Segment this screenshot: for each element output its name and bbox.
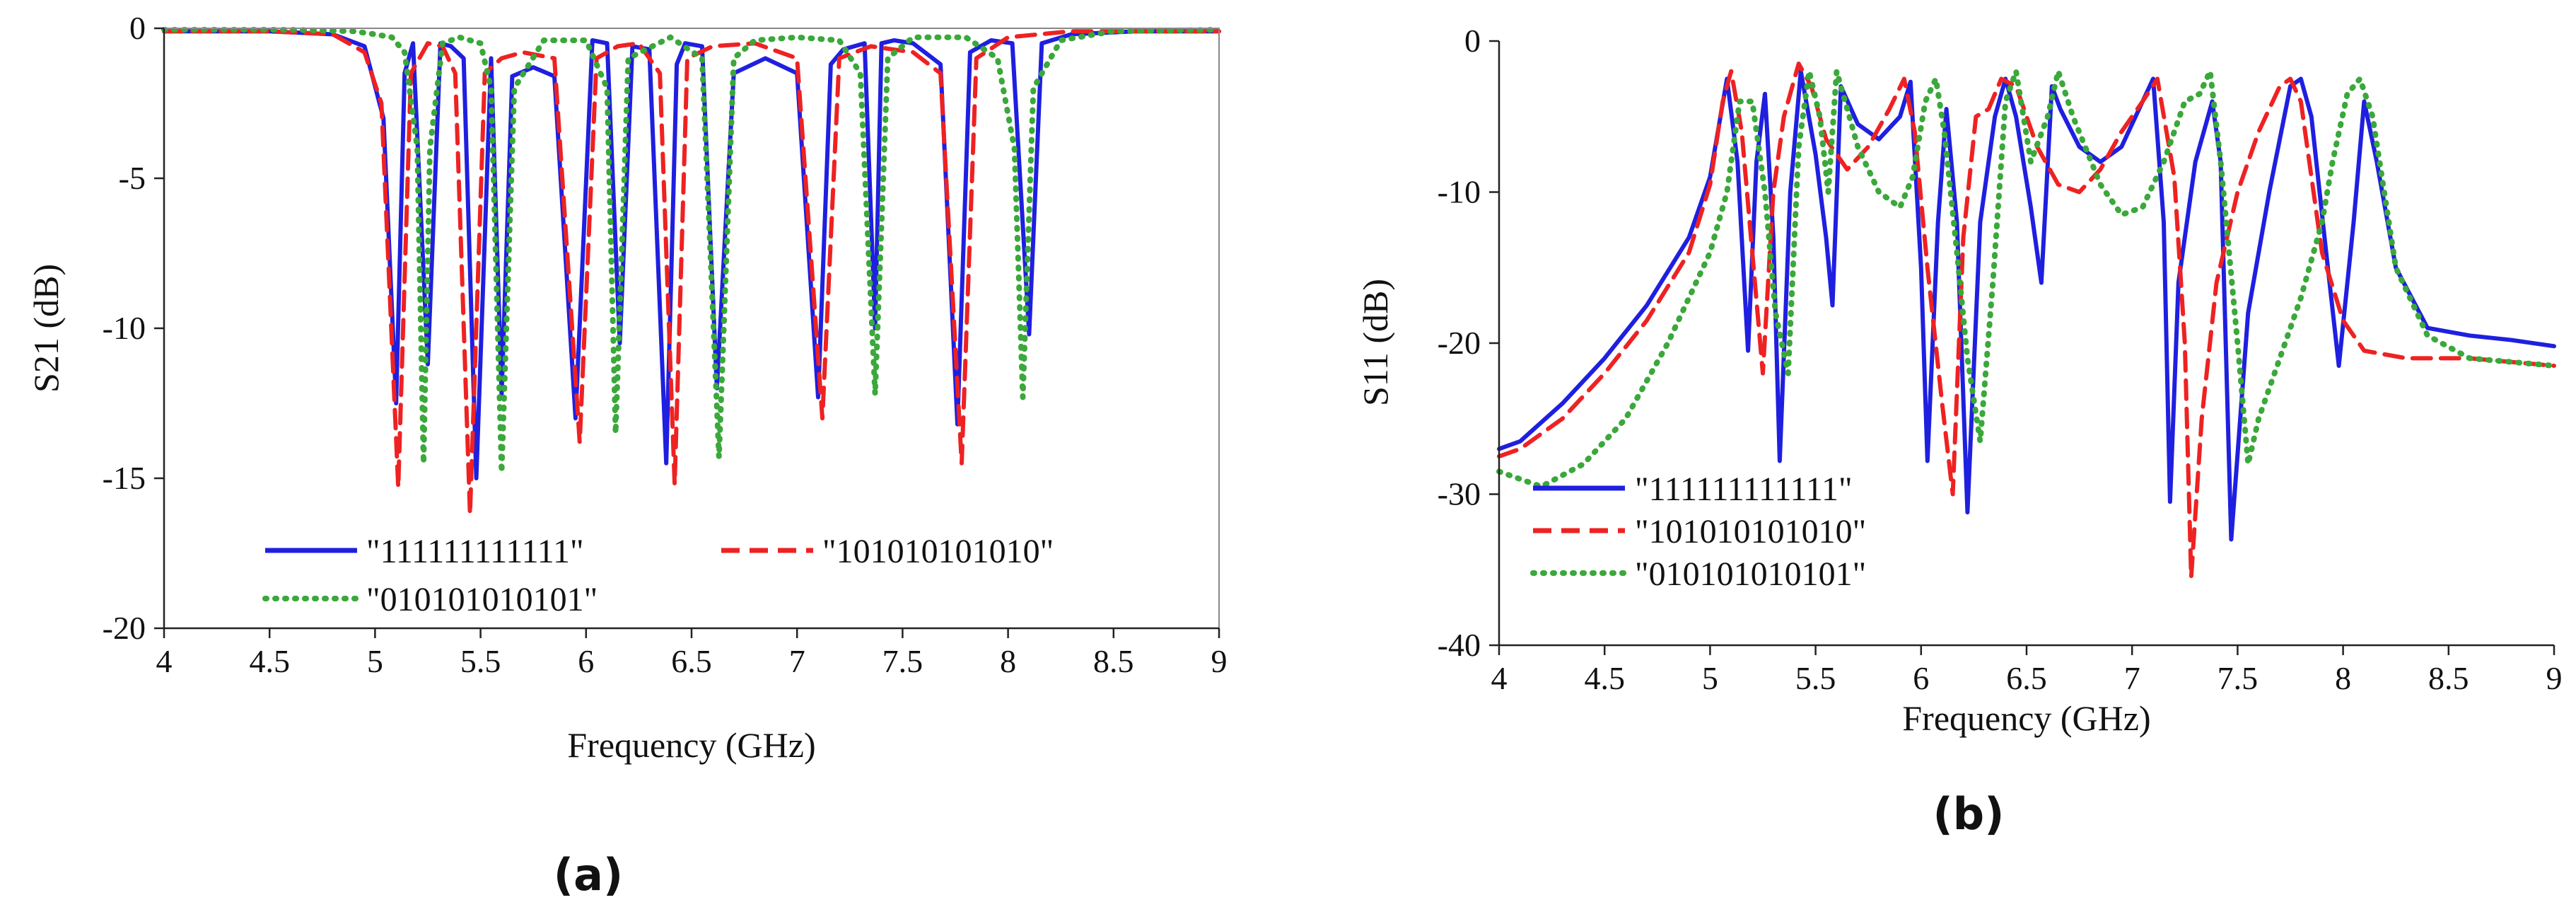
y-tick-label-a: -15 <box>103 460 146 496</box>
x-tick-label-a: 5.5 <box>460 643 501 679</box>
legend-a-label-1: "111111111111" <box>366 533 584 570</box>
s11-series-group <box>1496 62 2557 579</box>
x-tick-label-b: 6.5 <box>2006 660 2047 696</box>
x-tick-label-b: 7 <box>2124 660 2140 696</box>
x-tick-label-a: 4.5 <box>249 643 290 679</box>
x-tick-label-b: 9 <box>2546 660 2563 696</box>
x-tick-label-b: 5.5 <box>1795 660 1836 696</box>
x-tick-label-b: 8 <box>2335 660 2351 696</box>
x-tick-label-a: 4 <box>156 643 173 679</box>
legend-a: "111111111111" "101010101010" "010101010… <box>262 533 1054 618</box>
x-tick-label-a: 8 <box>1000 643 1016 679</box>
s21-series-group <box>161 27 1222 516</box>
x-tick-label-a: 6 <box>578 643 594 679</box>
y-tick-label-b: -20 <box>1438 325 1481 361</box>
legend-a-label-2: "101010101010" <box>822 533 1054 570</box>
x-tick-label-a: 9 <box>1211 643 1228 679</box>
y-axis-title-a: S21 (dB) <box>26 264 66 393</box>
y-tick-group-a: 0 -5 -10 -15 -20 <box>103 10 164 646</box>
y-axis-title-b: S11 (dB) <box>1356 279 1395 406</box>
y-tick-label-a: -10 <box>103 310 146 346</box>
legend-b-label-1: "111111111111" <box>1635 470 1853 508</box>
x-tick-label-b: 8.5 <box>2428 660 2469 696</box>
x-tick-label-a: 7 <box>789 643 805 679</box>
x-tick-label-b: 5 <box>1702 660 1718 696</box>
series-line-a-1 <box>162 29 1221 480</box>
x-tick-group-b: 4 4.5 5 5.5 6 6.5 7 7.5 8 8.5 9 <box>1491 645 2563 696</box>
x-tick-label-a: 8.5 <box>1093 643 1134 679</box>
x-tick-label-b: 4.5 <box>1584 660 1625 696</box>
x-tick-label-a: 5 <box>367 643 383 679</box>
x-tick-label-b: 4 <box>1491 660 1508 696</box>
panel-label-b: (b) <box>1933 788 2004 840</box>
series-line-b-3 <box>1496 68 2557 490</box>
x-tick-label-b: 7.5 <box>2217 660 2259 696</box>
x-tick-group-a: 4 4.5 5 5.5 6 6.5 7 7.5 8 8.5 9 <box>156 628 1228 679</box>
y-tick-label-b: 0 <box>1464 23 1481 59</box>
y-tick-label-a: 0 <box>129 10 146 46</box>
x-tick-label-a: 7.5 <box>882 643 923 679</box>
legend-b: "111111111111" "101010101010" "010101010… <box>1530 470 1866 593</box>
y-tick-label-b: -30 <box>1438 476 1481 512</box>
legend-b-label-2: "101010101010" <box>1635 513 1866 550</box>
x-axis-title-b: Frequency (GHz) <box>1902 698 2150 738</box>
y-tick-label-b: -40 <box>1438 627 1481 663</box>
chart-panel-a: 4 4.5 5 5.5 6 6.5 7 7.5 8 8.5 9 0 -5 -10 -15 -20 Frequ… <box>26 10 1228 901</box>
chart-panel-b: 4 4.5 5 5.5 6 6.5 7 7.5 8 8.5 9 0 -10 -20 -30 -40 Freq… <box>1356 23 2563 840</box>
panel-label-a: (a) <box>554 849 624 901</box>
y-tick-label-b: -10 <box>1438 174 1481 210</box>
y-tick-label-a: -5 <box>119 160 146 196</box>
y-tick-label-a: -20 <box>103 610 146 646</box>
legend-b-label-3: "010101010101" <box>1635 555 1866 593</box>
series-line-a-3 <box>161 27 1222 475</box>
x-axis-title-a: Frequency (GHz) <box>567 725 815 765</box>
x-tick-label-a: 6.5 <box>671 643 712 679</box>
series-line-a-2 <box>162 29 1221 516</box>
y-tick-group-b: 0 -10 -20 -30 -40 <box>1438 23 1499 663</box>
plot-area-frame-a <box>163 28 1220 629</box>
legend-a-label-3: "010101010101" <box>366 581 598 618</box>
x-tick-label-b: 6 <box>1913 660 1929 696</box>
